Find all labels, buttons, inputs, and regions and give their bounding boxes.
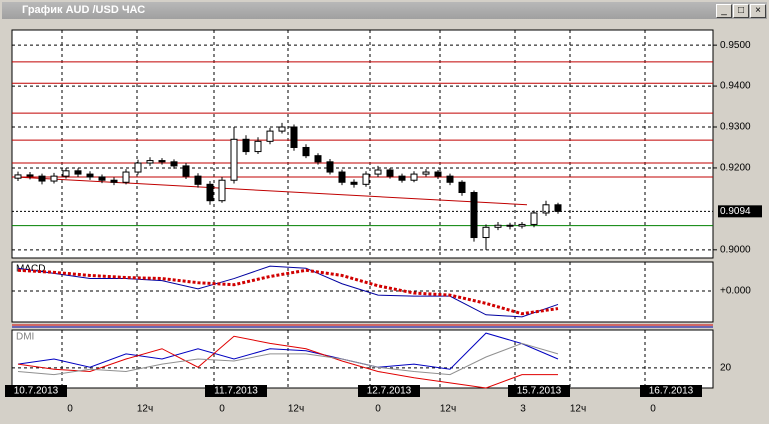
hour-label: 12ч: [137, 404, 153, 415]
date-label: 12.7.2013: [367, 386, 412, 397]
price-panel: [11, 29, 714, 259]
candle-body: [458, 181, 466, 194]
candle-body: [290, 126, 298, 148]
hour-label: 12ч: [288, 404, 304, 415]
maximize-button[interactable]: □: [733, 4, 749, 18]
candle-body: [302, 146, 310, 157]
hour-label: 12ч: [440, 404, 456, 415]
candle-body: [410, 173, 418, 181]
y-tick-label: +0.000: [720, 286, 751, 297]
date-box: [5, 385, 67, 397]
hour-label: 0: [650, 404, 656, 415]
candle-body: [470, 192, 478, 239]
y-tick-label: 0.9500: [720, 40, 751, 51]
candle-body: [506, 224, 514, 227]
candle-body: [434, 171, 442, 177]
candle-body: [482, 226, 490, 239]
date-label: 10.7.2013: [14, 386, 59, 397]
candle-body: [530, 212, 538, 225]
date-box: [205, 385, 267, 397]
candle-body: [86, 173, 94, 178]
candle-body: [98, 176, 106, 181]
candle-body: [386, 169, 394, 177]
candle-body: [326, 161, 334, 173]
candle-body: [230, 138, 238, 181]
y-tick-label: 0.9200: [720, 163, 751, 174]
candle-body: [554, 204, 562, 212]
candle-body: [494, 224, 502, 228]
title-bar: График AUD /USD ЧАС: [2, 2, 767, 19]
candle-body: [134, 162, 142, 173]
dmi-line: [17, 342, 559, 376]
last-price-box: [718, 205, 762, 218]
panel-label: MACD: [16, 264, 45, 275]
candle-body: [218, 179, 226, 202]
candle-body: [398, 175, 406, 181]
dmi-panel: [11, 329, 714, 389]
hour-label: 0: [375, 404, 381, 415]
dmi-line: [17, 332, 559, 370]
candle-body: [338, 171, 346, 183]
trend-line: [14, 176, 528, 206]
last-price-label: 0.9094: [720, 206, 751, 217]
candle-body: [194, 175, 202, 185]
candle-body: [266, 130, 274, 142]
candle-body: [74, 170, 82, 175]
dmi-line: [17, 335, 558, 389]
candle-body: [242, 138, 250, 153]
candle-body: [254, 140, 262, 153]
hour-label: 0: [67, 404, 73, 415]
candle-body: [62, 170, 70, 177]
candle-body: [518, 223, 526, 227]
close-button[interactable]: ×: [750, 4, 766, 18]
macd-line: [17, 265, 559, 318]
candle-body: [38, 175, 46, 182]
date-label: 15.7.2013: [517, 386, 562, 397]
candle-body: [158, 160, 166, 163]
candle-body: [362, 173, 370, 185]
date-box: [640, 385, 702, 397]
macd-line: [17, 268, 559, 316]
chart: MACD DMI 0.9500 0.9400 0.9300 0.9200 0.9000 0…: [5, 29, 762, 415]
y-tick-label: 0.9000: [720, 244, 751, 255]
candle-body: [278, 126, 286, 132]
candle-body: [374, 169, 382, 175]
candle-body: [422, 171, 430, 175]
date-box: [508, 385, 570, 397]
candle-body: [350, 181, 358, 185]
y-tick-label: 0.9300: [720, 122, 751, 133]
macd-panel: [11, 261, 714, 323]
candle-body: [542, 204, 550, 214]
candle-body: [170, 161, 178, 167]
candle-body: [14, 174, 22, 179]
candle-body: [26, 174, 34, 177]
date-label: 11.7.2013: [214, 386, 258, 397]
y-tick-label: 20: [720, 363, 732, 374]
candle-body: [110, 179, 118, 183]
candle-body: [206, 183, 214, 202]
candle-body: [146, 160, 154, 164]
date-box: [358, 385, 420, 397]
y-tick-label: 0.9400: [720, 81, 751, 92]
hour-label: 12ч: [570, 404, 586, 415]
candle-body: [122, 171, 130, 183]
candle-body: [50, 175, 58, 182]
date-label: 16.7.2013: [649, 386, 694, 397]
minimize-button[interactable]: _: [716, 4, 732, 18]
panel-label: DMI: [16, 332, 34, 343]
hour-label: 3: [520, 404, 526, 415]
candle-body: [314, 155, 322, 163]
candle-body: [446, 175, 454, 183]
hour-label: 0: [219, 404, 225, 415]
candle-body: [182, 165, 190, 177]
